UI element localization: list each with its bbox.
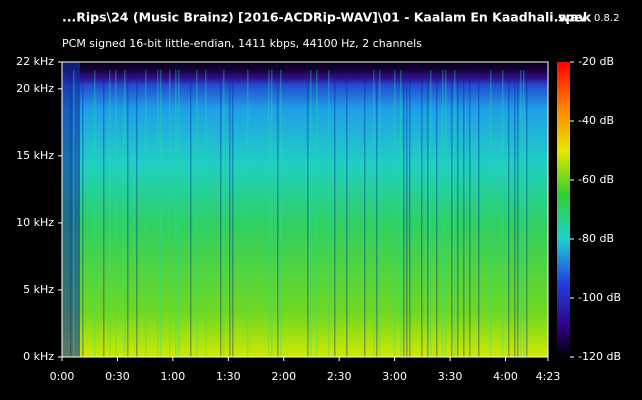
y-tick-label: 22 kHz [16,55,54,68]
y-tick-label: 10 kHz [16,216,54,229]
spectrogram-stripe [376,70,378,357]
spectrogram-stripe [247,70,249,357]
spectrogram-stripe [403,70,405,357]
spectrogram-stripe [307,70,309,357]
file-info: PCM signed 16-bit little-endian, 1411 kb… [62,37,422,50]
colorbar-tick-label: -80 dB [578,232,614,245]
spectrogram-stripe [478,70,480,357]
y-tick-label: 20 kHz [16,82,54,95]
spectrogram-stripe [232,70,234,357]
spectrogram-stripe [160,70,162,357]
y-tick-label: 15 kHz [16,149,54,162]
spectrogram-stripe [526,70,528,357]
spectrogram-stripe [280,70,282,357]
spectrogram-stripe [220,70,222,357]
file-title: ...Rips\24 (Music Brainz) [2016-ACDRip-W… [62,10,586,25]
spectrogram-stripe [514,70,516,357]
spectrogram-stripe [316,70,318,357]
y-tick-label: 0 kHz [23,350,54,363]
spectrogram-stripe [523,70,525,357]
spectrogram-stripe [103,70,105,357]
spectrogram-stripe [268,70,270,357]
spectrogram-stripe [136,70,138,357]
spectrogram-image [62,62,548,357]
spectrogram-stripe [70,70,72,357]
spectrogram-stripe [109,70,111,357]
spectrogram-stripe [73,70,75,357]
spectrogram-stripe [463,70,465,357]
spectrogram-stripe [406,70,408,357]
spectrogram-stripe [115,70,117,357]
spectrogram-stripe [490,70,492,357]
x-tick-label: 2:30 [327,370,352,383]
colorbar-tick-label: -20 dB [578,55,614,68]
spectrogram-stripe [409,70,411,357]
spectrogram-stripe [205,70,207,357]
x-tick-label: 3:30 [438,370,463,383]
x-tick-label: 1:00 [161,370,186,383]
colorbar-tick-label: -120 dB [578,350,621,363]
x-tick-label: 4:00 [493,370,518,383]
spectrogram-stripe [457,70,459,357]
spectrogram-stripe [436,70,438,357]
spectrogram-stripe [379,70,381,357]
spectrogram-stripe [373,70,375,357]
spectrogram-stripe [520,70,522,357]
spectrogram-stripe [328,70,330,357]
spectrogram-stripe [229,70,231,357]
plot-frame [61,61,549,358]
spectrogram [62,62,548,357]
spectrogram-stripe [400,70,402,357]
spectrogram-stripe [502,70,504,357]
spectrogram-stripe [178,70,180,357]
colorbar-tick-label: -60 dB [578,173,614,186]
spectrogram-stripe [310,70,312,357]
spectrogram-stripe [271,70,273,357]
spectrogram-stripe [277,70,279,357]
app-name: spek [558,10,592,25]
spectrogram-stripe [430,70,432,357]
spectrogram-shade [62,62,80,357]
spectrogram-stripe [169,70,171,357]
colorbar-tick-label: -100 dB [578,291,621,304]
spectrogram-stripe [442,70,444,357]
spectrogram-stripe [427,70,429,357]
spectrogram-stripe [82,70,84,357]
spectrogram-stripe [508,70,510,357]
spectrogram-stripe [157,70,159,357]
spectrogram-stripe [469,70,471,357]
spectrogram-stripe [127,70,129,357]
colorbar-tick-label: -40 dB [578,114,614,127]
x-tick-label: 4:23 [536,370,561,383]
x-tick-label: 1:30 [216,370,241,383]
spectrogram-stripe [346,70,348,357]
spectrogram-stripe [421,70,423,357]
x-tick-label: 2:00 [271,370,296,383]
y-tick-label: 5 kHz [23,283,54,296]
spectrogram-stripe [190,70,192,357]
spectrogram-stripe [451,70,453,357]
spectrogram-stripe [334,70,336,357]
spectrogram-stripe [454,70,456,357]
spectrogram-stripe [445,70,447,357]
x-tick-label: 0:00 [50,370,75,383]
spectrogram-stripe [196,70,198,357]
spectrogram-stripe [223,70,225,357]
spectrogram-stripe [94,70,96,357]
spectrogram-stripe [175,70,177,357]
spectrogram-stripe [145,70,147,357]
spectrogram-stripe [394,70,396,357]
x-tick-label: 0:30 [105,370,130,383]
spectrogram-stripe [364,70,366,357]
spectrogram-stripe [517,70,519,357]
colorbar [557,62,570,357]
x-tick-label: 3:00 [382,370,407,383]
app-version: 0.8.2 [594,13,619,24]
spectrogram-stripe [124,70,126,357]
